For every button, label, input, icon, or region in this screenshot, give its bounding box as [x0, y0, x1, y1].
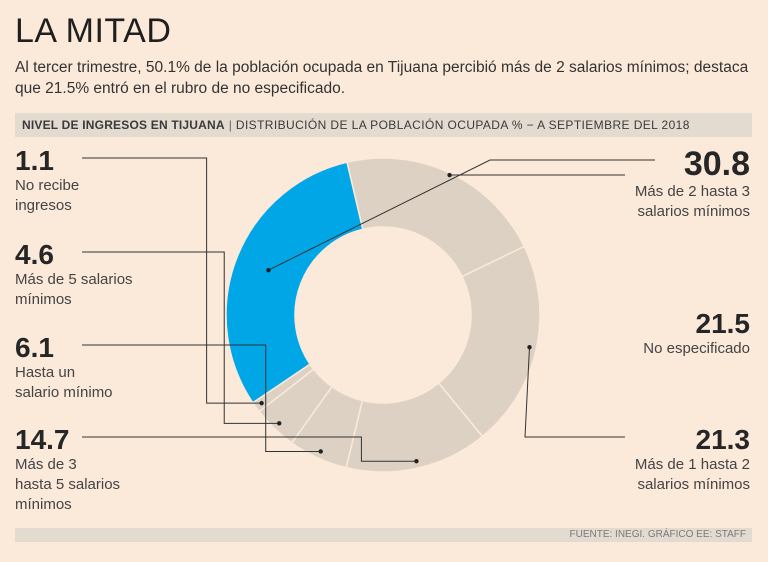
label-value: 21.5 — [695, 308, 751, 339]
label-mas-de-3: 14.7 Más de 3 hasta 5 salarios mínimos — [15, 425, 120, 515]
label-desc-line: salarios mínimos — [637, 476, 750, 493]
label-no-especificado: 21.5 No especificado — [643, 309, 750, 359]
donut-slices — [225, 157, 541, 473]
leader-line-2 — [524, 347, 625, 438]
leader-line-6 — [82, 157, 262, 404]
label-value: 4.6 — [15, 239, 54, 270]
banner-separator: | — [228, 118, 232, 132]
leader-line-4 — [82, 344, 321, 452]
label-hasta-un: 6.1 Hasta un salario mínimo — [15, 333, 113, 403]
banner-description: DISTRIBUCIÓN DE LA POBLACIÓN OCUPADA % −… — [235, 118, 690, 132]
leader-line-3 — [82, 436, 417, 462]
leader-dot-6 — [259, 400, 264, 406]
chart-banner: NIVEL DE INGRESOS EN TIJUANA | DISTRIBUCIÓ… — [15, 113, 752, 137]
label-no-recibe: 1.1 No recibe ingresos — [15, 146, 79, 216]
leader-dot-5 — [277, 421, 282, 426]
banner-title: NIVEL DE INGRESOS EN TIJUANA — [22, 118, 225, 132]
label-value: 1.1 — [15, 145, 54, 176]
page-subtitle: Al tercer trimestre, 50.1% de la poblaci… — [15, 59, 749, 97]
label-desc-line: mínimos — [15, 291, 72, 308]
leader-dot-0 — [266, 267, 271, 273]
label-desc-line: salarios mínimos — [637, 203, 750, 220]
label-value: 21.3 — [695, 424, 751, 455]
label-desc-line: ingresos — [15, 197, 72, 214]
label-desc-line: salario mínimo — [15, 384, 113, 401]
source-text: FUENTE: INEGI. GRÁFICO EE: STAFF — [569, 529, 747, 540]
donut-slice-1 — [346, 157, 526, 278]
source-footer: FUENTE: INEGI. GRÁFICO EE: STAFF — [15, 528, 752, 542]
label-desc-line: Más de 5 salarios — [15, 271, 133, 288]
leader-lines — [82, 157, 655, 464]
label-desc-line: Más de 3 — [15, 456, 77, 473]
label-desc-line: Más de 2 hasta 3 — [634, 183, 750, 200]
leader-line-5 — [82, 251, 280, 424]
label-mas-de-2: 30.8 Más de 2 hasta 3 salarios mínimos — [635, 146, 750, 222]
page-title: LA MITAD — [15, 12, 172, 50]
label-desc-line: Hasta un — [15, 364, 76, 381]
label-desc-line: hasta 5 salarios — [15, 476, 121, 493]
label-desc-line: mínimos — [15, 496, 72, 513]
label-desc-line: No especificado — [643, 340, 750, 357]
donut-slice-6 — [251, 363, 315, 413]
leader-dot-4 — [318, 449, 323, 454]
label-value: 6.1 — [15, 332, 54, 363]
leader-dot-2 — [527, 344, 532, 350]
label-value: 14.7 — [15, 424, 70, 455]
leader-line-0 — [268, 159, 655, 271]
label-desc-line: Más de 1 hasta 2 — [634, 456, 750, 473]
leader-dot-1 — [447, 172, 452, 178]
label-mas-de-5: 4.6 Más de 5 salarios mínimos — [15, 240, 133, 310]
label-desc-line: No recibe — [15, 177, 80, 194]
label-value: 30.8 — [683, 145, 750, 183]
donut-slice-0 — [225, 161, 364, 404]
leader-dot-3 — [414, 459, 419, 464]
label-mas-de-1: 21.3 Más de 1 hasta 2 salarios mínimos — [635, 425, 750, 495]
donut-slice-2 — [437, 245, 541, 438]
